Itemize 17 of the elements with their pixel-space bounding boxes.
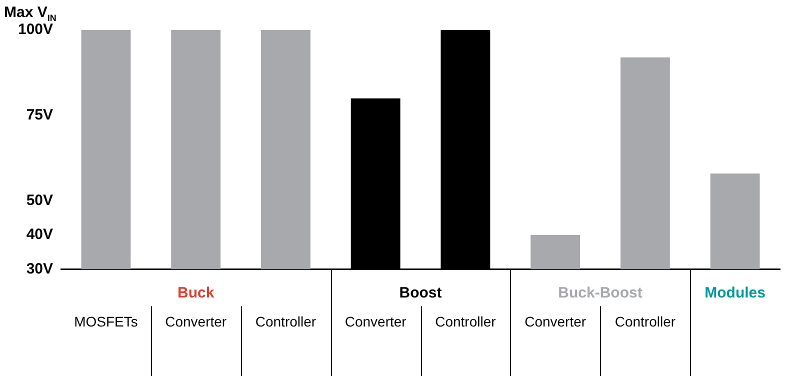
x-tick-label: Controller: [435, 313, 496, 330]
x-tick-label: Controller: [255, 313, 316, 330]
text: Buck: [177, 284, 215, 302]
text: Modules: [704, 284, 766, 302]
x-tick-label: Controller: [614, 313, 676, 330]
y-tick-label: 75V: [26, 106, 54, 124]
y-tick-label: 40V: [26, 226, 54, 244]
text: Boost: [399, 284, 442, 302]
x-tick-label: MOSFETs: [74, 313, 138, 330]
x-tick-label: Converter: [165, 313, 227, 330]
y-axis-title: Max V$_{IN}$: [4, 4, 56, 23]
x-tick-label: Converter: [524, 313, 586, 330]
y-tick-label: 50V: [26, 192, 54, 209]
x-tick-label: Converter: [344, 313, 407, 330]
y-tick-label: 30V: [26, 260, 54, 278]
text: Buck-Boost: [558, 284, 642, 302]
y-tick-label: 100V: [18, 21, 54, 38]
